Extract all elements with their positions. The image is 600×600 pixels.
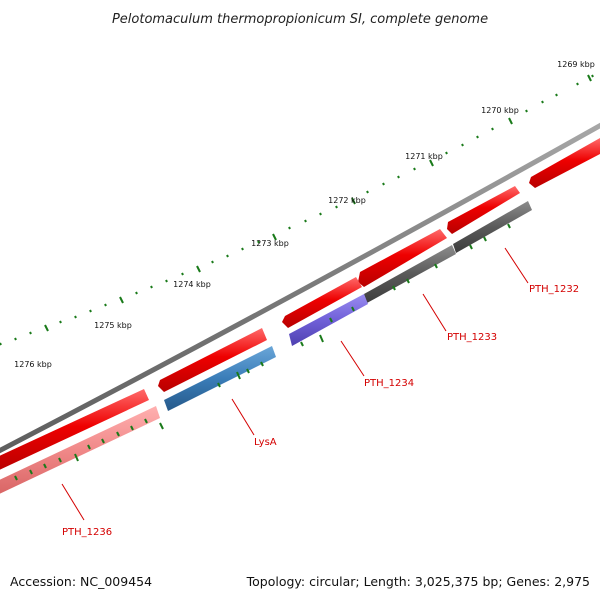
gene-label-PTH_1234: PTH_1234 (364, 378, 414, 389)
cds-feature[interactable] (282, 277, 362, 328)
cds-feature[interactable] (447, 186, 520, 234)
tick-label: 1272 kbp (328, 196, 366, 205)
gene-label-PTH_1236: PTH_1236 (62, 527, 112, 538)
gene-PTH_1236[interactable] (0, 406, 160, 496)
cds-feature[interactable] (529, 138, 600, 188)
gene-labels: PTH_1232 PTH_1233 PTH_1234 LysA PTH_1236 (62, 284, 579, 538)
genome-backbone (0, 122, 600, 454)
tick-label: 1269 kbp (557, 60, 595, 69)
gene-PTH_1234[interactable] (289, 294, 368, 346)
tick-label: 1275 kbp (94, 321, 132, 330)
tick-track (0, 74, 594, 346)
genome-summary-text: Topology: circular; Length: 3,025,375 bp… (246, 574, 590, 589)
cds-feature[interactable] (0, 389, 149, 472)
tick-label: 1271 kbp (405, 152, 443, 161)
gene-label-LysA: LysA (254, 437, 277, 448)
tick-label: 1270 kbp (481, 106, 519, 115)
cds-feature[interactable] (358, 229, 447, 287)
inner-tick-track (14, 223, 511, 481)
gene-label-PTH_1232: PTH_1232 (529, 284, 579, 295)
major-ticks (44, 74, 592, 332)
map-title: Pelotomaculum thermopropionicum SI, comp… (112, 12, 488, 27)
tick-label: 1276 kbp (14, 360, 52, 369)
gene-label-PTH_1233: PTH_1233 (447, 332, 497, 343)
tick-label: 1273 kbp (251, 239, 289, 248)
minor-ticks (0, 74, 594, 346)
gene-PTH_1233[interactable] (364, 245, 456, 303)
gene-PTH_1232[interactable] (453, 201, 532, 253)
gene-track (0, 201, 532, 496)
gene-LysA[interactable] (164, 346, 276, 411)
cds-feature[interactable] (158, 328, 267, 392)
tick-labels: 1269 kbp 1270 kbp 1271 kbp 1272 kbp 1273… (14, 60, 595, 369)
label-leaders (61, 247, 529, 521)
accession-text: Accession: NC_009454 (10, 574, 153, 589)
cds-track (0, 138, 600, 472)
tick-label: 1274 kbp (173, 280, 211, 289)
